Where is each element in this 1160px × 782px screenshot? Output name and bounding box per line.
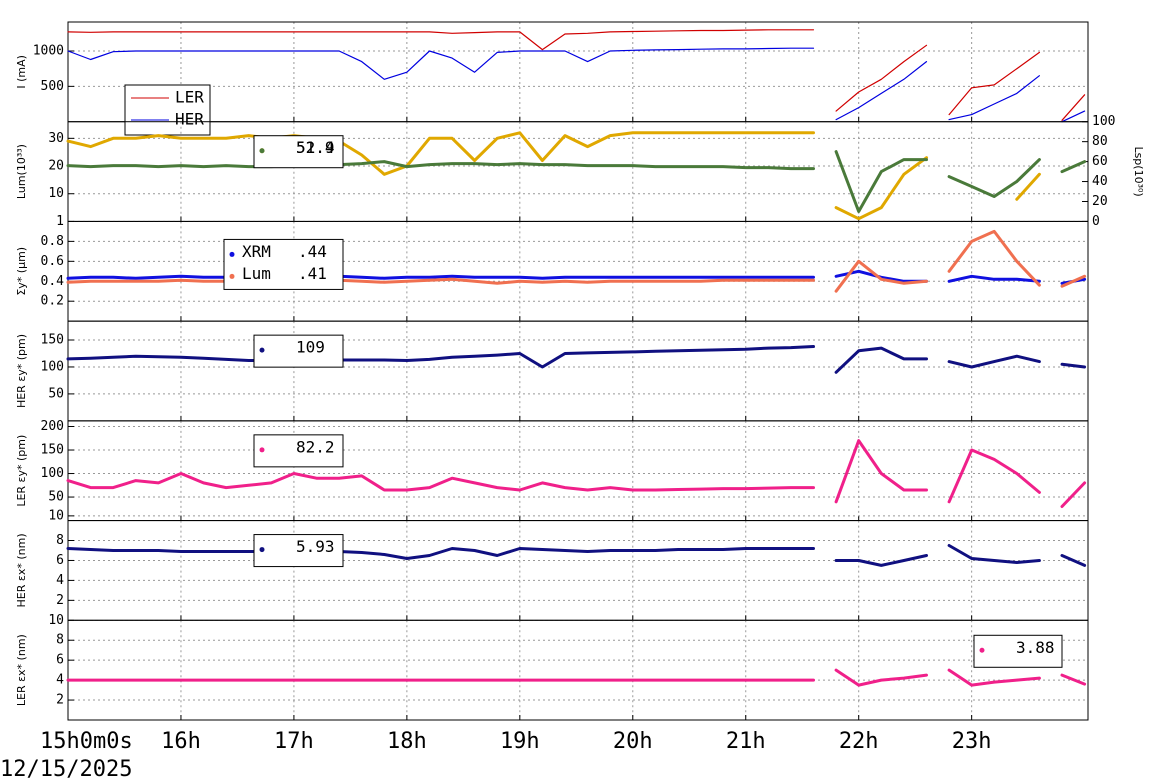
legend-value: .41 — [298, 264, 327, 283]
y-axis-label: Σy* (μm) — [15, 247, 28, 296]
y-tick-label: 6 — [56, 553, 64, 568]
y-tick-label: 30 — [48, 131, 64, 146]
y-tick-label: 0.6 — [41, 254, 64, 269]
y-tick-label: 10 — [48, 186, 64, 201]
legend-box — [124, 84, 211, 136]
legend-value: 109 — [296, 338, 325, 357]
y-axis-label: HER εy* (pm) — [15, 334, 28, 408]
x-tick-label: 23h — [952, 729, 992, 754]
y-tick-label: 10 — [48, 508, 64, 523]
x-tick-label: 21h — [726, 729, 766, 754]
y-tick-label: 150 — [41, 443, 64, 458]
legend-box — [253, 534, 344, 568]
x-tick-label: 16h — [161, 729, 201, 754]
series-line — [67, 29, 1086, 121]
series-scatter — [66, 229, 1087, 293]
y2-tick-label: 20 — [1092, 194, 1108, 209]
y-tick-label: 10 — [48, 613, 64, 628]
y-tick-label: 4 — [56, 573, 64, 588]
series-scatter — [66, 544, 1087, 567]
legend-value: 5.93 — [296, 537, 335, 556]
y2-tick-label: 40 — [1092, 174, 1108, 189]
y-tick-label: 8 — [56, 533, 64, 548]
legend-box — [253, 334, 344, 368]
y-tick-label: 2 — [56, 693, 64, 708]
legend-value: 82.2 — [296, 437, 335, 456]
series-scatter — [66, 439, 1087, 508]
y2-tick-label: 60 — [1092, 154, 1108, 169]
legend-swatch — [979, 647, 985, 653]
y-tick-label: 150 — [41, 333, 64, 348]
y-axis-label: LER εx* (nm) — [15, 634, 28, 706]
y-axis-label: Lum(10³³) — [15, 144, 28, 199]
legend-swatch — [259, 447, 265, 453]
series-scatter — [66, 345, 1087, 374]
legend-label: XRM — [242, 242, 271, 261]
y2-tick-label: 80 — [1092, 134, 1108, 149]
x-tick-label: 22h — [839, 729, 879, 754]
panel-frame — [67, 619, 1089, 721]
y-tick-label: 0.2 — [41, 294, 64, 309]
y-tick-label: 100 — [41, 466, 64, 481]
y-tick-label: 20 — [48, 159, 64, 174]
y-tick-label: 100 — [41, 359, 64, 374]
legend-value: 51.4 — [296, 138, 335, 157]
y-tick-label: 200 — [41, 419, 64, 434]
legend-swatch — [229, 251, 235, 257]
legend-value: 3.88 — [1016, 638, 1055, 657]
series-line — [67, 47, 1086, 123]
y-tick-label: 1 — [56, 214, 64, 229]
series-scatter — [66, 269, 1087, 285]
y-tick-label: 500 — [41, 79, 64, 94]
y-tick-label: 1000 — [33, 43, 64, 58]
series-scatter — [66, 131, 1041, 221]
x-tick-label: 17h — [274, 729, 314, 754]
y-tick-label: 50 — [48, 490, 64, 505]
legend-swatch — [229, 273, 235, 279]
y-tick-label: 0.8 — [41, 234, 64, 249]
y-tick-label: 2 — [56, 593, 64, 608]
y-axis-label: I (mA) — [15, 55, 28, 89]
y2-axis-label: Lsp(10³⁰) — [1132, 146, 1145, 196]
legend-swatch — [259, 347, 265, 353]
y-tick-label: 6 — [56, 653, 64, 668]
y-tick-label: 0.4 — [41, 274, 65, 289]
y-tick-label: 4 — [56, 673, 64, 688]
legend-label: LER — [175, 88, 204, 107]
series-scatter — [66, 150, 1087, 213]
legend-box — [253, 434, 344, 468]
series-scatter — [66, 668, 1087, 687]
date-label: 12/15/2025 — [0, 757, 132, 782]
legend-swatch — [259, 148, 265, 154]
y-axis-label: HER εx* (nm) — [15, 533, 28, 607]
x-tick-label: 19h — [500, 729, 540, 754]
legend-box — [223, 238, 344, 290]
y2-tick-label: 100 — [1092, 114, 1115, 129]
y-axis-label: LER εy* (pm) — [15, 435, 28, 507]
x-tick-label: 15h0m0s — [40, 729, 133, 754]
x-tick-label: 18h — [387, 729, 427, 754]
legend-label: HER — [175, 110, 204, 129]
legend-value: 52.9 — [296, 138, 335, 157]
legend-value: .44 — [298, 242, 327, 261]
x-tick-label: 20h — [613, 729, 653, 754]
legend-box — [973, 634, 1063, 668]
y2-tick-label: 0 — [1092, 214, 1100, 229]
legend-swatch — [259, 547, 265, 553]
legend-label: Lum — [242, 264, 271, 283]
y-tick-label: 8 — [56, 633, 64, 648]
legend-box — [253, 135, 344, 169]
y-tick-label: 50 — [48, 386, 64, 401]
